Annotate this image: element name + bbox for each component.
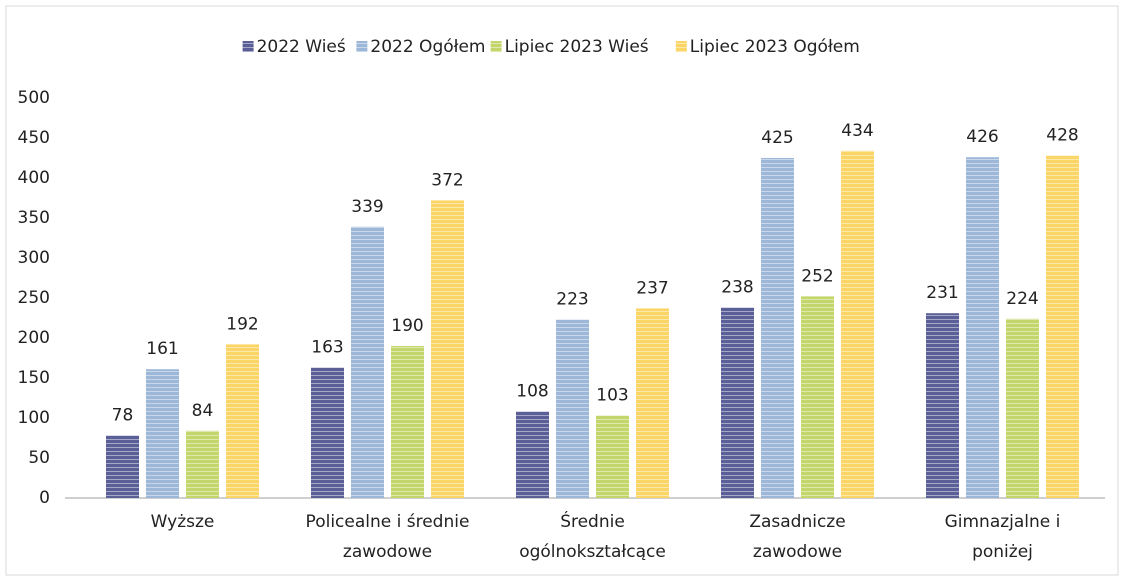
data-label: 339: [351, 197, 383, 217]
y-tick-label: 150: [18, 368, 50, 388]
data-label: 238: [721, 278, 753, 298]
bar: [351, 226, 384, 499]
y-tick-label: 250: [18, 288, 50, 308]
bar: [801, 296, 834, 498]
x-tick-label: Zasadnicze zawodowe: [749, 512, 845, 562]
y-tick-label: 350: [18, 208, 50, 228]
data-label: 161: [146, 339, 178, 359]
y-tick-label: 100: [18, 408, 50, 428]
y-tick-label: 400: [18, 168, 50, 188]
bar: [926, 313, 959, 498]
data-label: 224: [1006, 289, 1038, 309]
data-label: 231: [926, 283, 958, 303]
bar: [636, 308, 669, 498]
legend-swatch: [356, 41, 368, 52]
data-label: 237: [636, 278, 668, 298]
bar: [391, 346, 424, 498]
legend-label: 2022 Ogółem: [370, 37, 485, 57]
y-tick-label: 50: [28, 448, 50, 468]
legend-label: 2022 Wieś: [257, 37, 346, 57]
data-label: 425: [761, 128, 793, 148]
legend-label: Lipiec 2023 Wieś: [505, 37, 649, 57]
bar: [1046, 155, 1079, 498]
bar: [311, 367, 344, 498]
data-label: 103: [596, 386, 628, 406]
x-tick-label: Gimnazjalne i poniżej: [945, 512, 1061, 562]
y-tick-label: 500: [18, 88, 50, 108]
bar: [431, 200, 464, 498]
y-tick-label: 0: [39, 488, 50, 508]
data-label: 428: [1046, 126, 1078, 146]
bar: [721, 307, 754, 498]
x-tick-label: Wyższe: [151, 512, 215, 532]
bar: [146, 369, 179, 498]
legend-swatch: [675, 41, 687, 52]
bar: [516, 411, 549, 498]
bar: [106, 435, 139, 498]
data-label: 108: [516, 382, 548, 402]
bar: [596, 415, 629, 498]
x-tick-label: Policealne i średnie zawodowe: [306, 512, 470, 562]
bar: [226, 344, 259, 498]
data-label: 163: [311, 338, 343, 358]
legend-label: Lipiec 2023 Ogółem: [690, 37, 860, 57]
legend-swatch: [490, 41, 502, 52]
x-tick-label: Średnie ogólnokształcące: [519, 510, 666, 562]
y-tick-label: 450: [18, 128, 50, 148]
data-label: 84: [192, 401, 214, 421]
chart-border: [5, 5, 1119, 576]
data-label: 223: [556, 290, 588, 310]
data-label: 372: [431, 170, 463, 190]
bar: [761, 158, 794, 498]
data-label: 426: [966, 127, 998, 147]
y-tick-label: 200: [18, 328, 50, 348]
legend-swatch: [242, 41, 254, 52]
data-label: 190: [391, 316, 423, 336]
bar: [1006, 318, 1039, 498]
data-label: 78: [112, 406, 134, 426]
bar: [556, 319, 589, 498]
bar: [966, 157, 999, 498]
data-label: 434: [841, 121, 873, 141]
data-label: 192: [226, 314, 258, 334]
data-label: 252: [801, 266, 833, 286]
bar: [841, 150, 874, 499]
y-tick-label: 300: [18, 248, 50, 268]
bar: [186, 430, 219, 498]
